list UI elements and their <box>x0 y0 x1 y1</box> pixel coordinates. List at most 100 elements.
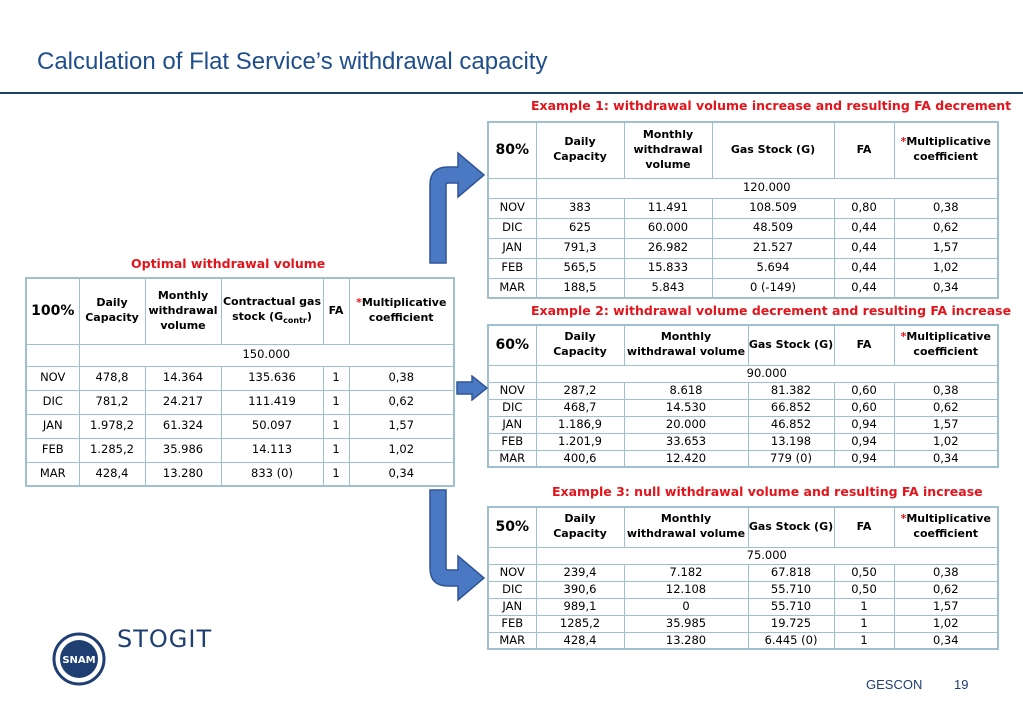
blank-cell <box>487 546 537 565</box>
value-cell: 1,02 <box>348 437 455 463</box>
table-row: NOV 383 11.491 108.509 0,80 0,38 <box>487 197 999 219</box>
value-cell: 67.818 <box>747 563 835 582</box>
table-row: FEB 1285,2 35.985 19.725 1 1,02 <box>487 614 999 633</box>
value-cell: 14.364 <box>144 365 222 391</box>
table-row: FEB 565,5 15.833 5.694 0,44 1,02 <box>487 257 999 279</box>
table-body: NOV 478,8 14.364 135.636 1 0,38 DIC 781,2 24.217… <box>25 365 455 487</box>
value-cell: 1,02 <box>893 432 999 451</box>
table-row: NOV 287,2 8.618 81.382 0,60 0,38 <box>487 381 999 400</box>
header-daily-capacity: Daily Capacity <box>535 324 625 366</box>
value-cell: 565,5 <box>535 257 625 279</box>
table-row: FEB 1.201,9 33.653 13.198 0,94 1,02 <box>487 432 999 451</box>
base-caption: Optimal withdrawal volume <box>131 256 326 271</box>
value-cell: 1285,2 <box>535 614 625 633</box>
value-cell: 1,57 <box>893 415 999 434</box>
table-row: JAN 1.978,2 61.324 50.097 1 1,57 <box>25 413 455 439</box>
value-cell: 13.280 <box>144 461 222 487</box>
value-cell: 61.324 <box>144 413 222 439</box>
table-body: NOV 383 11.491 108.509 0,80 0,38 DIC 625 60.000 4… <box>487 197 999 299</box>
month-cell: NOV <box>487 197 537 219</box>
month-cell: DIC <box>487 217 537 239</box>
table-row: JAN 1.186,9 20.000 46.852 0,94 1,57 <box>487 415 999 434</box>
value-cell: 50.097 <box>220 413 324 439</box>
value-cell: 0,60 <box>833 381 895 400</box>
header-monthly-volume: Monthly withdrawal volume <box>623 121 713 179</box>
header-daily-capacity: Daily Capacity <box>78 277 146 345</box>
value-cell: 0,62 <box>893 580 999 599</box>
pct-label: 50% <box>487 506 537 548</box>
value-cell: 5.843 <box>623 277 713 299</box>
header-gas-stock: Gas Stock (G) <box>747 506 835 548</box>
value-cell: 135.636 <box>220 365 324 391</box>
month-cell: NOV <box>25 365 80 391</box>
page-title: Calculation of Flat Service’s withdrawal… <box>37 48 548 75</box>
value-cell: 1 <box>833 631 895 650</box>
header-contractual-stock: Contractual gas stock (Gcontr) <box>220 277 324 345</box>
header-coefficient: *Multiplicative coefficient <box>893 506 999 548</box>
table-row: DIC 781,2 24.217 111.419 1 0,62 <box>25 389 455 415</box>
ex2-table: 60% Daily Capacity Monthly withdrawal vo… <box>487 324 999 469</box>
month-cell: JAN <box>487 237 537 259</box>
month-cell: FEB <box>487 257 537 279</box>
value-cell: 1.285,2 <box>78 437 146 463</box>
value-cell: 66.852 <box>747 398 835 417</box>
value-cell: 7.182 <box>623 563 749 582</box>
value-cell: 0,62 <box>893 398 999 417</box>
value-cell: 12.420 <box>623 449 749 468</box>
snam-logo-icon: SNAM <box>52 632 106 686</box>
value-cell: 0,38 <box>893 563 999 582</box>
pct-label: 60% <box>487 324 537 366</box>
table-row: MAR 188,5 5.843 0 (-149) 0,44 0,34 <box>487 277 999 299</box>
header-coefficient: *Multiplicative coefficient <box>893 324 999 366</box>
value-cell: 0,34 <box>893 631 999 650</box>
value-cell: 1,02 <box>893 614 999 633</box>
header-monthly-volume: Monthly withdrawal volume <box>144 277 222 345</box>
value-cell: 1,57 <box>893 237 999 259</box>
ex1-caption: Example 1: withdrawal volume increase an… <box>531 98 1012 113</box>
value-cell: 19.725 <box>747 614 835 633</box>
header-daily-capacity: Daily Capacity <box>535 121 625 179</box>
table-row: MAR 428,4 13.280 833 (0) 1 0,34 <box>25 461 455 487</box>
month-cell: MAR <box>487 449 537 468</box>
footer-label: GESCON <box>866 677 923 692</box>
month-cell: MAR <box>487 277 537 299</box>
value-cell: 1,02 <box>893 257 999 279</box>
value-cell: 111.419 <box>220 389 324 415</box>
value-cell: 1 <box>322 365 350 391</box>
title-divider <box>0 92 1023 94</box>
value-cell: 0,44 <box>833 277 895 299</box>
value-cell: 21.527 <box>711 237 835 259</box>
value-cell: 0,50 <box>833 580 895 599</box>
value-cell: 0,62 <box>348 389 455 415</box>
header-monthly-volume: Monthly withdrawal volume <box>623 506 749 548</box>
table-row: MAR 400,6 12.420 779 (0) 0,94 0,34 <box>487 449 999 468</box>
table-row: NOV 478,8 14.364 135.636 1 0,38 <box>25 365 455 391</box>
header-coefficient: *Multiplicative coefficient <box>348 277 455 345</box>
value-cell: 24.217 <box>144 389 222 415</box>
value-cell: 0,44 <box>833 217 895 239</box>
value-cell: 0,62 <box>893 217 999 239</box>
value-cell: 428,4 <box>535 631 625 650</box>
value-cell: 1.978,2 <box>78 413 146 439</box>
value-cell: 1.201,9 <box>535 432 625 451</box>
header-coefficient: *Multiplicative coefficient <box>893 121 999 179</box>
month-cell: JAN <box>487 415 537 434</box>
value-cell: 791,3 <box>535 237 625 259</box>
value-cell: 26.982 <box>623 237 713 259</box>
month-cell: FEB <box>487 614 537 633</box>
arrow-right-icon <box>456 375 488 401</box>
value-cell: 0,34 <box>893 277 999 299</box>
month-cell: NOV <box>487 563 537 582</box>
value-cell: 81.382 <box>747 381 835 400</box>
ex3-table: 50% Daily Capacity Monthly withdrawal vo… <box>487 506 999 651</box>
month-cell: FEB <box>25 437 80 463</box>
table-row: NOV 239,4 7.182 67.818 0,50 0,38 <box>487 563 999 582</box>
value-cell: 1 <box>322 437 350 463</box>
value-cell: 0,60 <box>833 398 895 417</box>
value-cell: 0,50 <box>833 563 895 582</box>
table-row: JAN 791,3 26.982 21.527 0,44 1,57 <box>487 237 999 259</box>
month-cell: DIC <box>25 389 80 415</box>
value-cell: 14.530 <box>623 398 749 417</box>
value-cell: 478,8 <box>78 365 146 391</box>
value-cell: 55.710 <box>747 580 835 599</box>
